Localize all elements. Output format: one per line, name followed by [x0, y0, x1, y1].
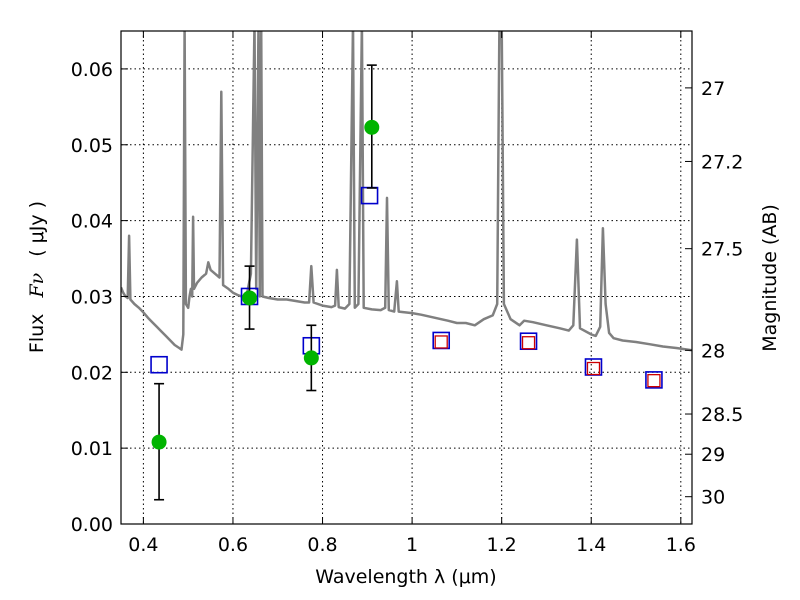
- x-tick-label: 0.8: [307, 534, 337, 556]
- model-red-marker: [521, 336, 536, 350]
- model-red-marker: [586, 361, 601, 376]
- grid-lines: [121, 31, 692, 525]
- x-tick-label: 1: [406, 534, 418, 556]
- y2-tick-label: 27: [701, 78, 725, 100]
- model-red-markers: [434, 335, 661, 388]
- y2-tick-label: 28: [701, 340, 725, 362]
- y2-tick-label: 29: [701, 444, 725, 466]
- spectrum-line: [121, 31, 692, 352]
- x-tick-label: 0.6: [218, 534, 248, 556]
- model-red-marker: [434, 335, 448, 349]
- observed-point: [303, 350, 319, 366]
- plot-frame: [120, 30, 693, 525]
- y-axis-label: Flux Fν ( μJy ): [26, 201, 48, 353]
- y-tick-label: 0.03: [71, 286, 113, 308]
- y-tick-label: 0.04: [71, 211, 113, 233]
- axis-ticks: [121, 31, 692, 525]
- x-tick-label: 1.2: [487, 534, 517, 556]
- observed-point: [364, 119, 380, 135]
- y-axis-label-text: Flux: [26, 314, 48, 354]
- observed-points: [151, 119, 380, 450]
- x-tick-label: 0.4: [128, 534, 158, 556]
- plot-background: [121, 31, 692, 524]
- observed-point: [151, 434, 167, 450]
- y-axis-label-symbol: Fν: [26, 272, 48, 298]
- x-tick-label: 1.6: [666, 534, 696, 556]
- y2-tick-label: 27.5: [701, 239, 743, 261]
- y2-tick-label: 28.5: [701, 404, 743, 426]
- x-tick-labels: 0.4 0.6 0.8 1 1.2 1.4 1.6: [128, 534, 696, 556]
- model-red-marker: [647, 374, 661, 388]
- y2-tick-labels: 27 27.2 27.5 28 28.5 29 30: [701, 78, 743, 509]
- y-tick-label: 0.05: [71, 135, 113, 157]
- y2-tick-label: 27.2: [701, 151, 743, 173]
- x-tick-label: 1.4: [576, 534, 606, 556]
- y-tick-labels: 0.00 0.01 0.02 0.03 0.04 0.05 0.06: [71, 59, 113, 536]
- y2-tick-label: 30: [701, 487, 725, 509]
- x-axis-label: Wavelength λ (μm): [315, 566, 496, 588]
- model-blue-marker: [150, 355, 168, 374]
- y2-axis-label: Magnitude (AB): [759, 204, 781, 352]
- model-blue-marker: [645, 371, 663, 389]
- y-tick-label: 0.02: [71, 362, 113, 384]
- y-tick-label: 0.01: [71, 438, 113, 460]
- y-axis-label-unit: ( μJy ): [26, 201, 48, 257]
- y-tick-label: 0.06: [71, 59, 113, 81]
- observed-point: [242, 290, 258, 306]
- y-tick-label: 0.00: [71, 514, 113, 536]
